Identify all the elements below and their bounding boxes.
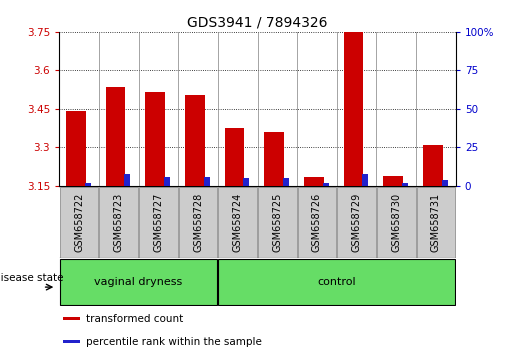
- Text: vaginal dryness: vaginal dryness: [94, 277, 183, 287]
- Bar: [139, 187, 178, 258]
- Bar: [363, 173, 368, 186]
- Bar: [185, 95, 205, 186]
- Text: GSM658729: GSM658729: [352, 193, 362, 252]
- Bar: [204, 177, 210, 186]
- Bar: [283, 178, 289, 186]
- Bar: [218, 187, 257, 258]
- Bar: [179, 187, 217, 258]
- Bar: [60, 187, 98, 258]
- Bar: [383, 176, 403, 186]
- Bar: [63, 317, 80, 320]
- Bar: [344, 24, 364, 186]
- Text: GSM658731: GSM658731: [431, 193, 441, 252]
- Bar: [377, 187, 416, 258]
- Text: GSM658728: GSM658728: [193, 193, 203, 252]
- Bar: [442, 180, 448, 186]
- Bar: [225, 128, 245, 186]
- Bar: [423, 145, 443, 186]
- Text: GSM658724: GSM658724: [233, 193, 243, 252]
- Bar: [125, 173, 130, 186]
- Bar: [298, 187, 336, 258]
- Bar: [417, 187, 455, 258]
- Text: GSM658726: GSM658726: [312, 193, 322, 252]
- Bar: [164, 177, 170, 186]
- Bar: [244, 178, 249, 186]
- Bar: [218, 259, 455, 305]
- Bar: [145, 92, 165, 186]
- Text: transformed count: transformed count: [86, 314, 183, 324]
- Text: GSM658722: GSM658722: [74, 193, 84, 252]
- Text: GSM658723: GSM658723: [114, 193, 124, 252]
- Bar: [63, 341, 80, 343]
- Text: GSM658725: GSM658725: [272, 193, 282, 252]
- Bar: [258, 187, 297, 258]
- Bar: [402, 183, 408, 186]
- Text: percentile rank within the sample: percentile rank within the sample: [86, 337, 262, 347]
- Bar: [99, 187, 138, 258]
- Bar: [85, 183, 91, 186]
- Bar: [337, 187, 376, 258]
- Bar: [60, 259, 217, 305]
- Bar: [106, 87, 126, 186]
- Bar: [304, 177, 324, 186]
- Text: GSM658727: GSM658727: [153, 193, 163, 252]
- Bar: [66, 112, 86, 186]
- Text: GSM658730: GSM658730: [391, 193, 401, 252]
- Text: control: control: [317, 277, 356, 287]
- Bar: [323, 183, 329, 186]
- Bar: [264, 132, 284, 186]
- Text: disease state: disease state: [0, 273, 63, 282]
- Title: GDS3941 / 7894326: GDS3941 / 7894326: [187, 15, 328, 29]
